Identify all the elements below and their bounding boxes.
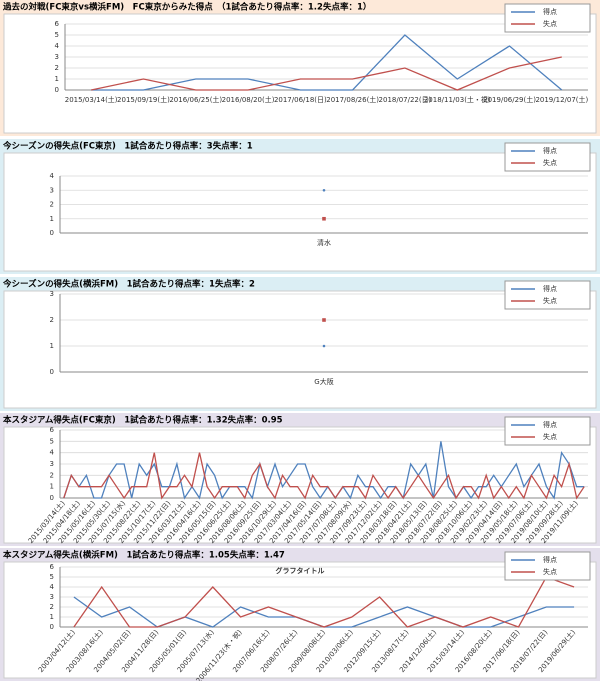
- chart-title: 今シーズンの得失点(FC東京) 1試合あたり得点率：3失点率：1: [2, 141, 253, 152]
- legend-label: 得点: [543, 420, 557, 429]
- series-line: [63, 452, 585, 500]
- legend-label: 得点: [543, 555, 557, 564]
- y-tick-label: 4: [55, 42, 60, 50]
- legend-box: [504, 416, 591, 446]
- legend-label: 失点: [543, 158, 557, 167]
- point: [322, 318, 326, 322]
- legend-box: [504, 3, 591, 33]
- series-line: [91, 56, 562, 91]
- y-tick-label: 2: [50, 603, 54, 611]
- y-tick-label: 3: [55, 53, 59, 61]
- y-tick-label: 0: [50, 623, 54, 631]
- point: [322, 216, 326, 221]
- chart-title: 本スタジアム得失点(横浜FM) 1試合あたり得点率：1.05失点率：1.47: [3, 550, 285, 561]
- legend-label: 失点: [543, 296, 557, 305]
- x-tick-label: 2017/06/18(日): [274, 96, 327, 104]
- legend-box: [504, 142, 591, 172]
- y-tick-label: 4: [50, 583, 55, 591]
- y-tick-label: 3: [50, 186, 54, 194]
- y-tick-label: 0: [50, 229, 54, 237]
- x-tick-label: G大阪: [314, 377, 333, 386]
- legend-box: [504, 280, 591, 310]
- x-tick-label: 2015/09/19(土): [117, 95, 170, 104]
- y-tick-label: 6: [55, 20, 60, 28]
- point: [322, 344, 326, 348]
- y-tick-label: 6: [50, 426, 55, 434]
- y-tick-label: 1: [55, 75, 59, 83]
- y-tick-label: 1: [50, 342, 54, 350]
- chart-title: 本スタジアム得失点(FC東京) 1試合あたり得点率：1.32失点率：0.95: [3, 415, 283, 426]
- x-tick-label: 2019/12/07(土): [535, 95, 588, 104]
- point: [322, 188, 326, 192]
- legend-label: 失点: [543, 567, 557, 576]
- y-tick-label: 2: [50, 201, 54, 209]
- chart-title: 今シーズンの得失点(横浜FM) 1試合あたり得点率：1失点率：2: [2, 279, 255, 290]
- y-tick-label: 5: [50, 573, 54, 581]
- y-tick-label: 1: [50, 215, 54, 223]
- y-tick-label: 2: [50, 316, 54, 324]
- series-line: [73, 576, 575, 628]
- plot-panel: [3, 290, 597, 409]
- y-tick-label: 4: [50, 172, 55, 180]
- y-tick-label: 6: [50, 563, 55, 571]
- x-tick-label: 2015/03/14(土): [65, 95, 118, 104]
- y-tick-label: 3: [50, 290, 54, 298]
- x-tick-label: 2016/08/20(土): [222, 95, 275, 104]
- x-tick-label: 2019/06/29(土): [483, 95, 536, 104]
- legend-box: [504, 551, 591, 581]
- chart-subtitle: グラフタイトル: [276, 566, 325, 575]
- y-tick-label: 3: [50, 460, 54, 468]
- x-tick-label: 2018/07/22(日): [379, 96, 432, 104]
- legend-label: 得点: [543, 284, 557, 293]
- chart-title: 過去の対戦(FC東京vs横浜FM) FC東京からみた得点 （1試合あたり得点率：…: [2, 2, 371, 13]
- y-tick-label: 1: [50, 483, 54, 491]
- y-tick-label: 4: [50, 449, 55, 457]
- y-tick-label: 0: [55, 86, 59, 94]
- y-tick-label: 5: [55, 31, 59, 39]
- y-tick-label: 3: [50, 593, 54, 601]
- plot-panel: [3, 152, 597, 272]
- legend-label: 失点: [543, 432, 557, 441]
- legend-label: 得点: [543, 146, 557, 155]
- y-tick-label: 1: [50, 613, 54, 621]
- y-tick-label: 0: [50, 368, 54, 376]
- x-tick-label: 2018/11/03(土・祝): [424, 95, 491, 104]
- y-tick-label: 5: [50, 437, 54, 445]
- y-tick-label: 2: [50, 471, 54, 479]
- x-tick-label: 清水: [317, 238, 331, 247]
- x-tick-label: 2016/06/25(土): [169, 95, 222, 104]
- y-tick-label: 2: [55, 64, 59, 72]
- y-tick-label: 0: [50, 494, 54, 502]
- x-tick-label: 2017/08/26(土): [326, 95, 379, 104]
- legend-label: 得点: [543, 7, 557, 16]
- legend-label: 失点: [543, 19, 557, 28]
